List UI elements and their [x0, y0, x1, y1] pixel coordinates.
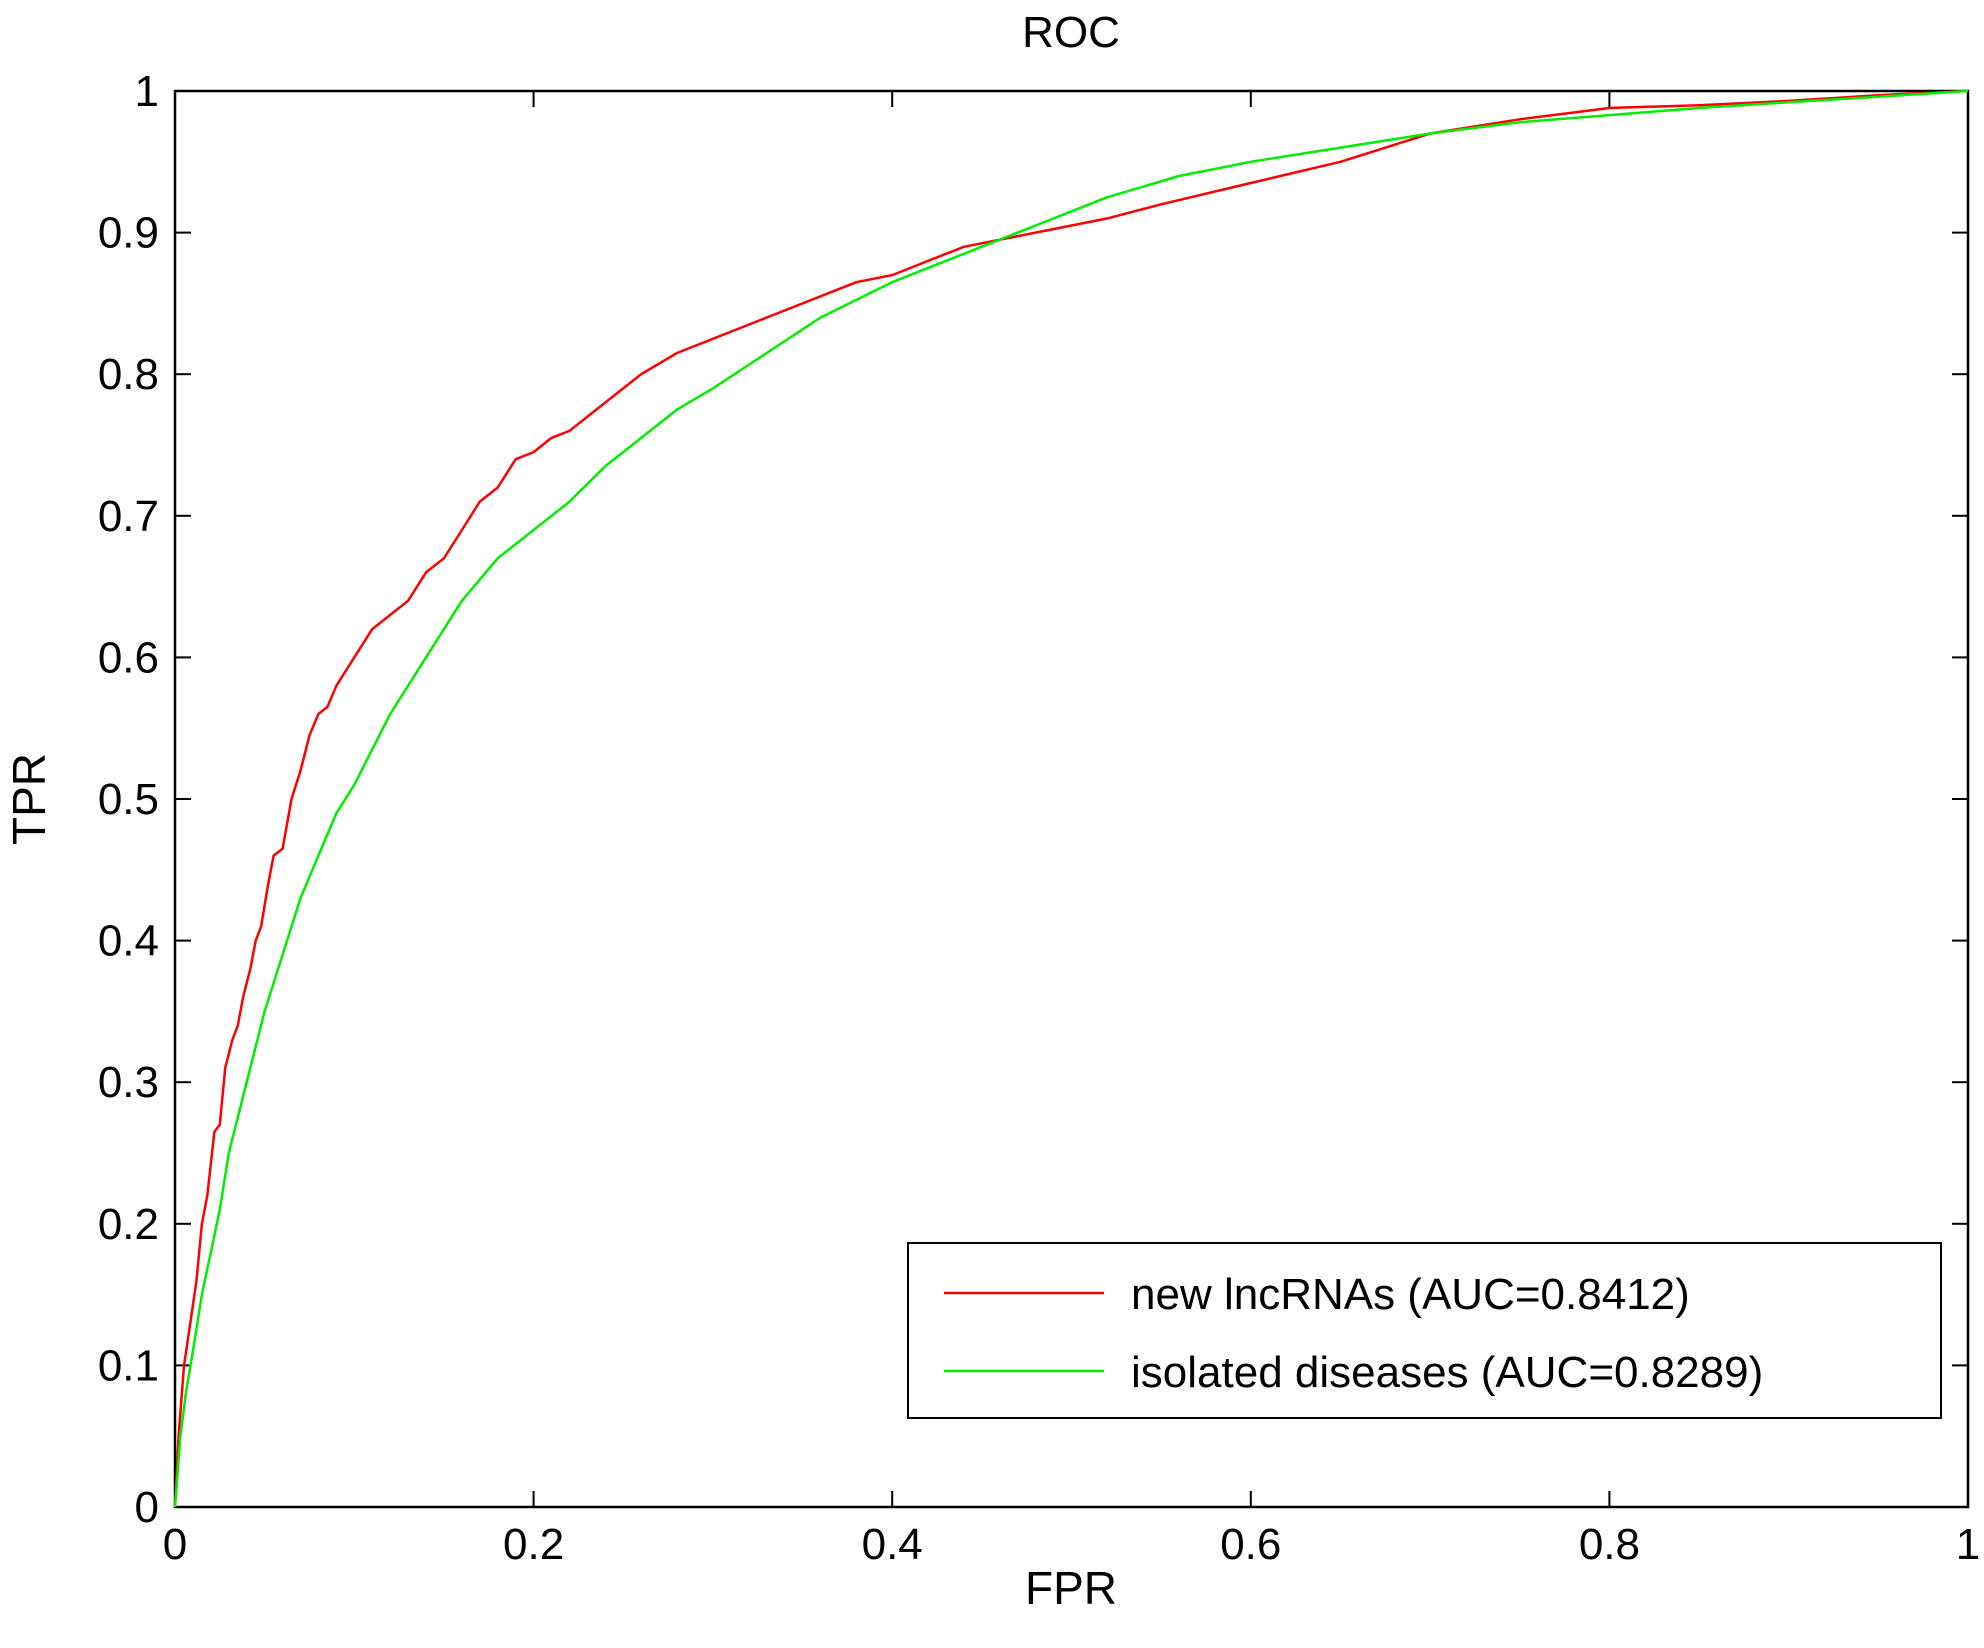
y-tick-label: 0 — [135, 1483, 159, 1532]
legend: new lncRNAs (AUC=0.8412) isolated diseas… — [907, 1242, 1942, 1419]
y-tick-label: 0.6 — [98, 633, 159, 682]
legend-box — [907, 1242, 1942, 1419]
x-tick-label: 0.6 — [1220, 1520, 1281, 1569]
legend-label-isolated-diseases: isolated diseases (AUC=0.8289) — [1131, 1348, 1763, 1397]
y-tick-label: 0.5 — [98, 775, 159, 824]
series-line-isolated-diseases — [173, 89, 1969, 1508]
series-line-new-lncrnas — [173, 89, 1969, 1508]
x-tick-labels: 0 0.2 0.4 0.6 0.8 1 — [163, 1520, 1980, 1569]
axis-ticks — [174, 90, 1969, 1508]
y-tick-label: 1 — [135, 67, 159, 116]
y-tick-label: 0.4 — [98, 917, 159, 966]
series-lines — [173, 89, 1969, 1508]
chart-title: ROC — [1022, 8, 1120, 57]
x-tick-label: 0.4 — [862, 1520, 923, 1569]
y-tick-label: 0.8 — [98, 350, 159, 399]
y-tick-label: 0.3 — [98, 1058, 159, 1107]
x-axis-label: FPR — [1025, 1562, 1117, 1614]
x-tick-label: 1 — [1956, 1520, 1980, 1569]
y-tick-labels: 0 0.1 0.2 0.3 0.4 0.5 0.6 0.7 0.8 0.9 1 — [98, 67, 159, 1532]
y-tick-label: 0.2 — [98, 1200, 159, 1249]
y-tick-label: 0.7 — [98, 492, 159, 541]
y-tick-label: 0.1 — [98, 1341, 159, 1390]
x-tick-label: 0.2 — [503, 1520, 564, 1569]
y-tick-label: 0.9 — [98, 209, 159, 258]
legend-label-new-lncrnas: new lncRNAs (AUC=0.8412) — [1131, 1270, 1690, 1319]
x-tick-label: 0 — [163, 1520, 187, 1569]
y-axis-label: TPR — [3, 753, 55, 845]
x-tick-label: 0.8 — [1579, 1520, 1640, 1569]
